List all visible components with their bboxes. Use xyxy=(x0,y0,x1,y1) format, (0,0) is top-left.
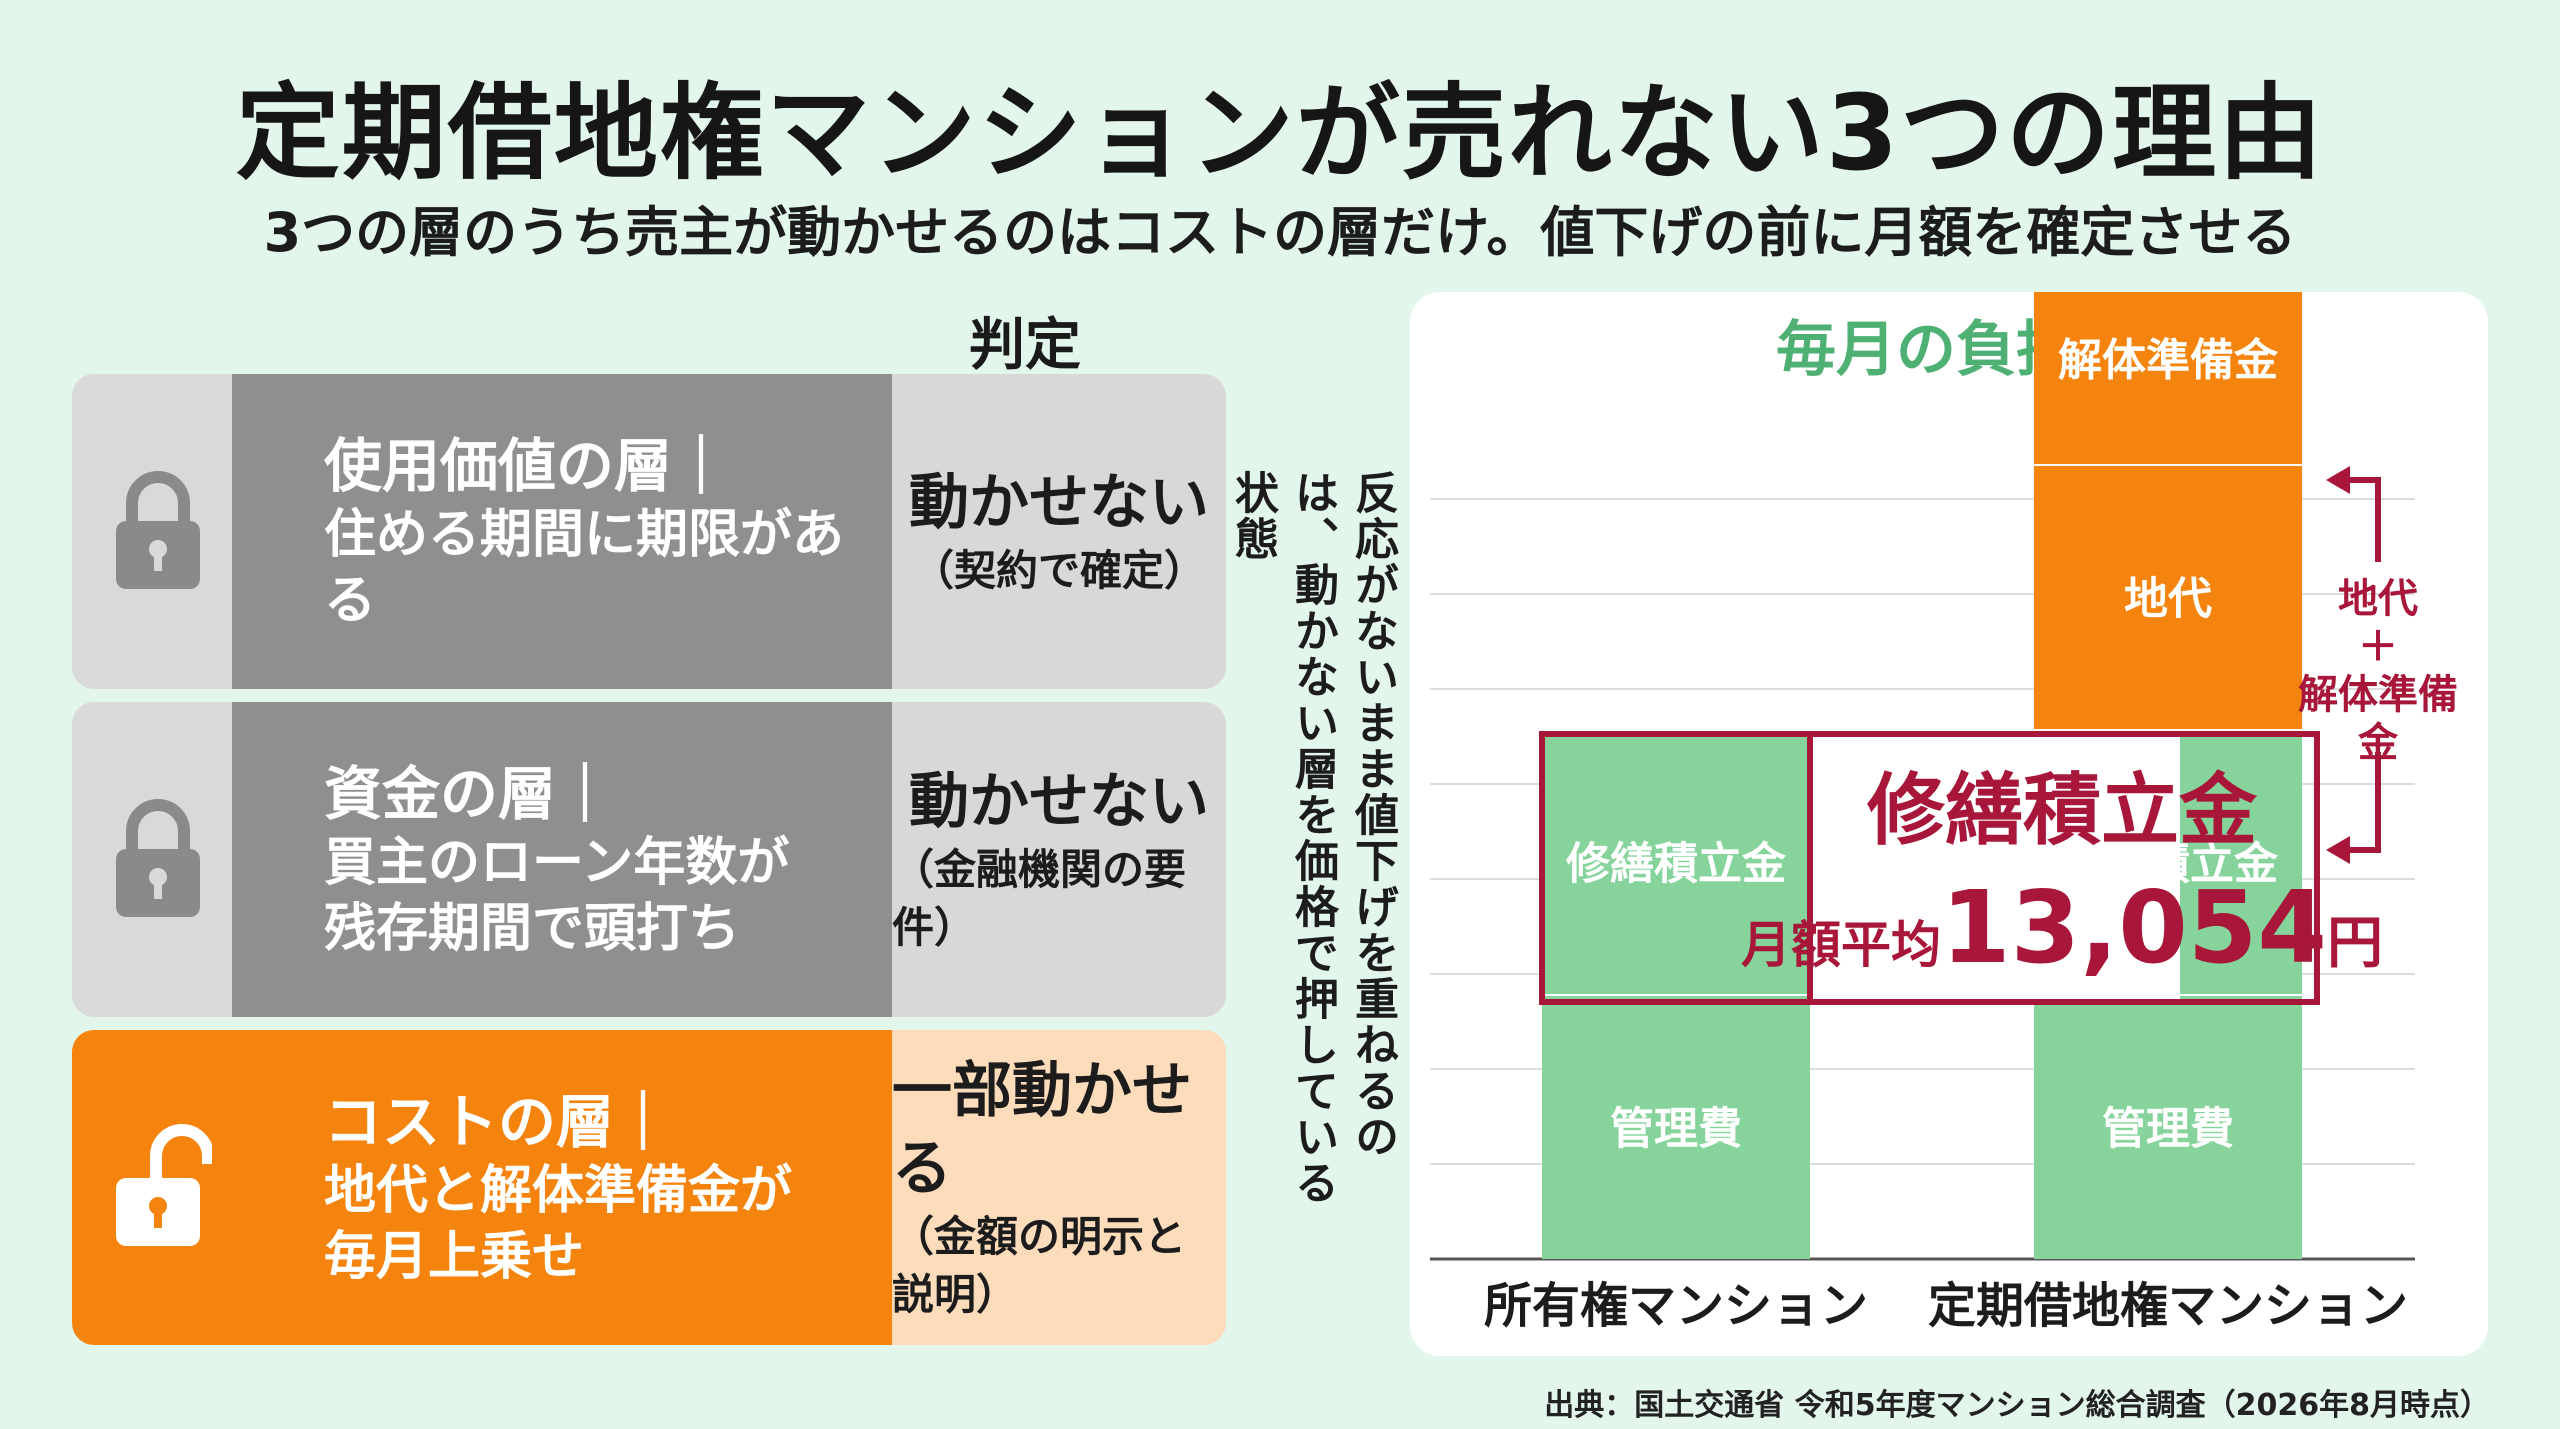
bracket-label: 解体準備 xyxy=(2298,672,2458,718)
layer-judgment: 一部動かせる xyxy=(892,1055,1192,1204)
source-note: 出典：国土交通省 令和5年度マンション総合調査（2026年8月時点） xyxy=(1544,1388,2490,1423)
callout-prefix: 月額平均 xyxy=(1741,916,1941,974)
layer-judgment: 動かせない xyxy=(909,766,1209,837)
layer-desc-cell: コストの層｜ 地代と解体準備金が 毎月上乗せ xyxy=(232,1030,892,1345)
layer-row-cost: コストの層｜ 地代と解体準備金が 毎月上乗せ 一部動かせる （金額の明示と説明） xyxy=(72,1030,1226,1345)
layer-title: コストの層｜ xyxy=(324,1087,673,1156)
bracket-label: 金 xyxy=(2357,720,2399,766)
layer-description: 毎月上乗せ xyxy=(324,1226,585,1287)
layer-icon-cell xyxy=(72,374,232,689)
callout-unit: 円 xyxy=(2327,911,2383,976)
layer-row-funding: 資金の層｜ 買主のローン年数が 残存期間で頭打ち 動かせない （金融機関の要件） xyxy=(72,702,1226,1017)
layer-desc-cell: 使用価値の層｜ 住める期間に期限がある xyxy=(232,374,892,689)
layer-judgment-note: （金額の明示と説明） xyxy=(892,1211,1187,1319)
layer-judgment-note: （金融機関の要件） xyxy=(892,844,1187,952)
bracket-label: ＋ xyxy=(2358,624,2398,670)
bracket-bottom xyxy=(2340,752,2381,853)
layer-description: 地代と解体準備金が xyxy=(324,1160,793,1221)
layer-description: 残存期間で頭打ち xyxy=(324,898,741,959)
lock-icon xyxy=(116,799,200,917)
layer-title: 資金の層｜ xyxy=(324,759,615,828)
bar-segment xyxy=(1542,994,1810,1259)
x-tick-label: 定期借地権マンション xyxy=(1928,1278,2408,1334)
judgment-heading: 判定 xyxy=(969,313,1081,378)
chart-panel: 毎月の負担 管理費修繕積立金管理費修繕積立金地代解体準備金 修繕積立金月額平均1… xyxy=(1410,250,2488,1356)
bar-segment xyxy=(1542,729,1810,994)
bracket-label: 地代 xyxy=(2338,576,2418,622)
x-tick-label: 所有権マンション xyxy=(1484,1278,1868,1334)
bar-label: 解体準備金 xyxy=(2058,335,2279,386)
callout-amount: 月額平均13,054円 xyxy=(1741,869,2383,986)
layer-judgment: 動かせない xyxy=(909,467,1209,538)
bar-label: 管理費 xyxy=(2102,1104,2234,1155)
bar-label: 修繕積立金 xyxy=(1566,839,1787,890)
vertical-note: 反応がないまま値下げを重ねるのは、動かない層を価格で押している状態 xyxy=(1227,470,1398,1206)
layer-row-usage: 使用価値の層｜ 住める期間に期限がある 動かせない （契約で確定） xyxy=(72,374,1226,689)
chart-title: 毎月の負担 xyxy=(1776,315,2076,385)
callout-box xyxy=(1810,734,2180,999)
layer-judgment-cell: 一部動かせる （金額の明示と説明） xyxy=(892,1030,1226,1345)
lock-icon xyxy=(116,471,200,589)
bar-label: 管理費 xyxy=(1610,1104,1742,1155)
page-subtitle: 3つの層のうち売主が動かせるのはコストの層だけ。値下げの前に月額を確定させる xyxy=(263,201,2297,264)
bracket-arrow-icon xyxy=(2326,836,2350,864)
layer-icon-cell xyxy=(72,1030,232,1345)
layer-judgment-note: （契約で確定） xyxy=(911,545,1206,595)
bar-label: 地代 xyxy=(2124,574,2212,625)
callout-number: 13,054 xyxy=(1941,869,2327,986)
chart-x-labels: 所有権マンション 定期借地権マンション xyxy=(1484,1278,2408,1334)
layer-description: 住める期間に期限がある xyxy=(324,504,845,631)
layer-judgment-cell: 動かせない （金融機関の要件） xyxy=(892,702,1226,1017)
callout-title: 修繕積立金 xyxy=(1867,766,2258,856)
unlock-icon xyxy=(116,1124,212,1246)
bracket-arrow-icon xyxy=(2326,466,2350,494)
bracket-top xyxy=(2340,477,2381,562)
page-title: 定期借地権マンションが売れない3つの理由 xyxy=(235,72,2325,194)
layer-title: 使用価値の層｜ xyxy=(324,431,731,500)
layer-desc-cell: 資金の層｜ 買主のローン年数が 残存期間で頭打ち xyxy=(232,702,892,1017)
callout-frame xyxy=(1539,731,2320,1005)
layer-judgment-cell: 動かせない （契約で確定） xyxy=(892,374,1226,689)
layer-icon-cell xyxy=(72,702,232,1017)
monthly-burden-chart: 毎月の負担 管理費修繕積立金管理費修繕積立金地代解体準備金 修繕積立金月額平均1… xyxy=(1430,250,2458,1334)
layer-description: 買主のローン年数が xyxy=(324,832,790,893)
bar-segment xyxy=(2034,464,2302,729)
bar-segment xyxy=(2034,994,2302,1259)
